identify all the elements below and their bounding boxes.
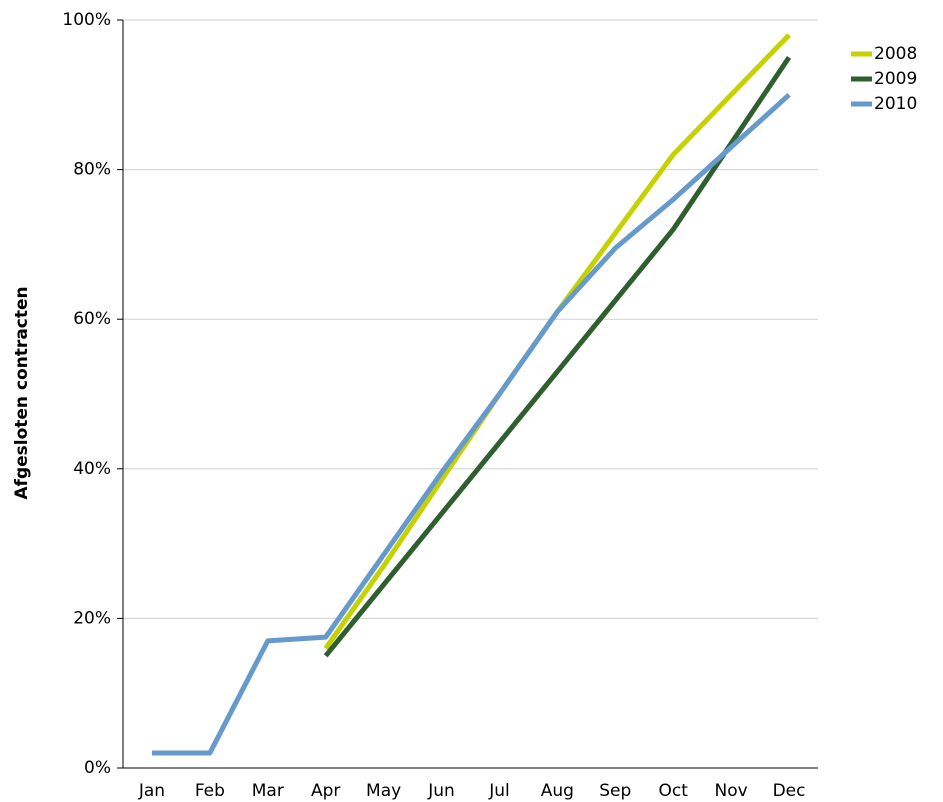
x-tick-label: Sep — [599, 781, 631, 801]
x-tick-label: Nov — [715, 781, 748, 801]
y-tick-label: 40% — [73, 459, 111, 479]
legend-label: 2010 — [874, 94, 917, 114]
y-tick-label: 80% — [73, 160, 111, 180]
line-series — [323, 56, 792, 658]
y-tick-label: 60% — [73, 309, 111, 329]
line-series — [151, 92, 791, 756]
legend-label: 2008 — [874, 44, 917, 64]
y-tick-label: 100% — [62, 10, 111, 30]
y-tick-label: 0% — [84, 758, 111, 778]
x-tick-label: Jan — [138, 781, 165, 801]
x-tick-label: Feb — [195, 781, 225, 801]
x-tick-label: Jul — [488, 781, 510, 801]
x-tick-label: Oct — [659, 781, 689, 801]
legend-label: 2009 — [874, 69, 917, 89]
x-tick-label: Aug — [541, 781, 574, 801]
x-tick-label: Dec — [773, 781, 806, 801]
y-tick-label: 20% — [73, 608, 111, 628]
x-tick-label: May — [366, 781, 401, 801]
line-series — [323, 33, 791, 650]
y-axis-label: Afgesloten contracten — [12, 286, 32, 499]
x-tick-label: Mar — [252, 781, 284, 801]
x-tick-label: Jun — [427, 781, 455, 801]
x-tick-label: Apr — [311, 781, 340, 801]
